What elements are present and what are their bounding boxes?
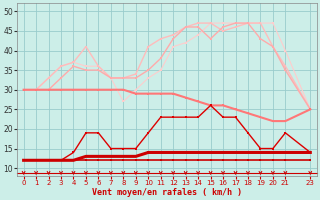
X-axis label: Vent moyen/en rafales ( km/h ): Vent moyen/en rafales ( km/h ) [92,188,242,197]
